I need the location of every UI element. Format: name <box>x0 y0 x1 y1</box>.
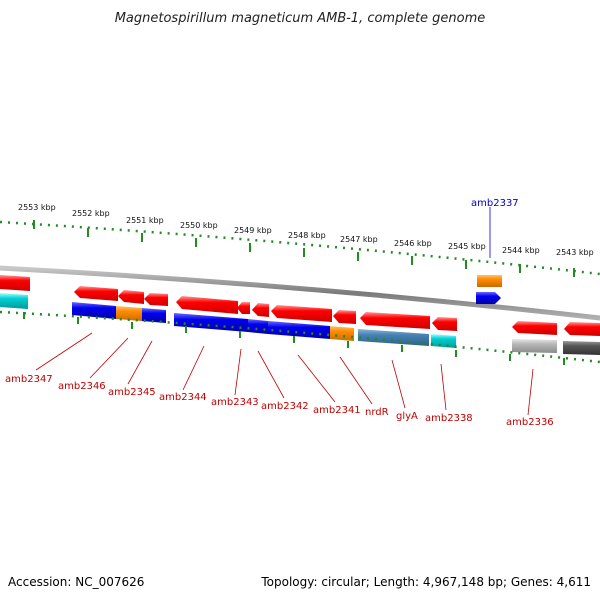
gene-label-glyA: glyA <box>396 411 418 422</box>
gene-label-amb2341: amb2341 <box>313 405 361 416</box>
reverse-gene[interactable] <box>563 341 600 355</box>
tick-label: 2543 kbp <box>556 248 594 257</box>
gene-label-amb2337: amb2337 <box>471 198 519 209</box>
gene-amb2338[interactable] <box>431 334 456 348</box>
gene-nrdR[interactable] <box>358 329 429 346</box>
forward-gene[interactable] <box>176 296 238 314</box>
tick-label: 2547 kbp <box>340 235 378 244</box>
gene-label-amb2338: amb2338 <box>425 413 473 424</box>
tick-label: 2549 kbp <box>234 226 272 235</box>
accession-text: Accession: NC_007626 <box>8 575 144 589</box>
gene-label-amb2336: amb2336 <box>506 417 554 428</box>
tick-label: 2545 kbp <box>448 242 486 251</box>
tick-label: 2553 kbp <box>18 203 56 212</box>
forward-gene[interactable] <box>118 290 144 304</box>
forward-strand-genes <box>0 275 600 336</box>
reverse-gene[interactable] <box>0 293 28 309</box>
forward-gene[interactable] <box>271 305 332 322</box>
gene-amb2347[interactable] <box>72 302 116 319</box>
forward-gene[interactable] <box>144 293 168 306</box>
gene-amb2342[interactable] <box>268 321 330 339</box>
inner-tick-scale <box>0 310 600 365</box>
gene-amb2341[interactable] <box>330 326 354 341</box>
tick-label: 2552 kbp <box>72 209 110 218</box>
genome-backbone <box>0 265 600 321</box>
label-leader-lines <box>35 332 534 416</box>
tick-label: 2546 kbp <box>394 239 432 248</box>
tick-labels: 2553 kbp 2552 kbp 2551 kbp 2550 kbp 2549… <box>18 203 594 257</box>
forward-gene[interactable] <box>333 310 356 324</box>
forward-gene[interactable] <box>512 321 557 335</box>
outer-tick-scale <box>0 220 600 277</box>
forward-gene[interactable] <box>360 312 430 329</box>
map-title: Magnetospirillum magneticum AMB-1, compl… <box>115 11 486 26</box>
gene-label-amb2345: amb2345 <box>108 387 156 398</box>
gene-label-nrdR: nrdR <box>365 407 389 418</box>
tick-label: 2550 kbp <box>180 221 218 230</box>
gene-amb2343[interactable] <box>248 319 268 334</box>
tick-label: 2551 kbp <box>126 216 164 225</box>
gene-amb2344[interactable] <box>174 313 248 332</box>
reverse-strand-genes <box>0 275 600 355</box>
tick-label: 2548 kbp <box>288 231 326 240</box>
forward-gene[interactable] <box>432 317 457 331</box>
gene-label-amb2347: amb2347 <box>5 374 53 385</box>
gene-labels: amb2347 amb2346 amb2345 amb2344 amb2343 … <box>5 198 554 428</box>
gene-label-amb2343: amb2343 <box>211 397 259 408</box>
gene-label-amb2342: amb2342 <box>261 401 309 412</box>
forward-gene[interactable] <box>252 303 269 317</box>
forward-gene[interactable] <box>74 286 118 301</box>
gene-label-amb2344: amb2344 <box>159 392 207 403</box>
gene-amb2336[interactable] <box>512 339 557 353</box>
gene-label-amb2346: amb2346 <box>58 381 106 392</box>
forward-gene[interactable] <box>237 302 250 314</box>
gene-amb2337-b[interactable] <box>476 292 501 304</box>
forward-gene[interactable] <box>0 275 30 291</box>
topology-text: Topology: circular; Length: 4,967,148 bp… <box>260 575 591 589</box>
gene-amb2337-a[interactable] <box>477 275 502 287</box>
gene-amb2346[interactable] <box>116 306 142 321</box>
forward-gene[interactable] <box>564 322 600 336</box>
tick-label: 2544 kbp <box>502 246 540 255</box>
gene-amb2345[interactable] <box>142 308 166 323</box>
